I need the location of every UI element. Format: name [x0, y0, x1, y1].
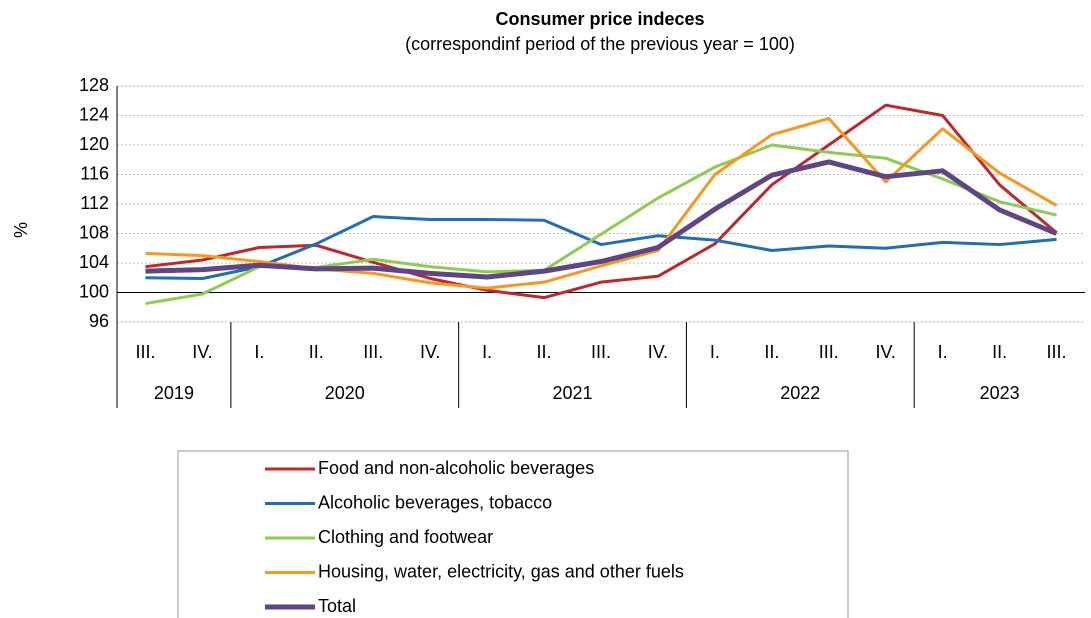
chart-title: Consumer price indeces [495, 9, 704, 29]
x-tick-label: III. [591, 342, 611, 362]
legend-label: Alcoholic beverages, tobacco [318, 492, 552, 512]
y-tick-label: 108 [79, 222, 109, 242]
x-tick-label: IV. [420, 342, 440, 362]
y-tick-label: 104 [79, 252, 109, 272]
y-axis-label: % [11, 222, 31, 238]
x-tick-label: I. [254, 342, 264, 362]
x-tick-label: III. [363, 342, 383, 362]
legend-box [177, 450, 849, 618]
series-line [145, 215, 1057, 280]
x-tick-label: III. [819, 342, 839, 362]
x-tick-label: IV. [192, 342, 212, 362]
y-tick-label: 120 [79, 134, 109, 154]
x-tick-label: II. [992, 342, 1007, 362]
x-tick-label: III. [135, 342, 155, 362]
x-tick-label: IV. [648, 342, 668, 362]
series-line [145, 143, 1057, 306]
x-tick-label: II. [764, 342, 779, 362]
legend-label: Housing, water, electricity, gas and oth… [318, 561, 684, 581]
x-group-label: 2023 [980, 383, 1020, 403]
chart-subtitle: (correspondinf period of the previous ye… [405, 34, 795, 54]
legend-label: Food and non-alcoholic beverages [318, 458, 594, 478]
x-group-label: 2021 [553, 383, 593, 403]
x-tick-label: II. [537, 342, 552, 362]
y-tick-label: 124 [79, 104, 109, 124]
x-tick-label: IV. [876, 342, 896, 362]
series-line [145, 103, 1058, 300]
y-tick-label: 128 [79, 75, 109, 95]
y-tick-label: 96 [89, 311, 109, 331]
x-group-label: 2022 [780, 383, 820, 403]
x-tick-label: I. [710, 342, 720, 362]
x-group-label: 2019 [154, 383, 194, 403]
series-line [145, 159, 1058, 280]
x-tick-label: I. [938, 342, 948, 362]
legend-label: Total [318, 596, 356, 616]
x-tick-label: II. [309, 342, 324, 362]
x-tick-label: I. [482, 342, 492, 362]
y-tick-label: 112 [80, 193, 109, 213]
x-tick-label: III. [1047, 342, 1067, 362]
y-tick-label: 100 [79, 281, 109, 301]
y-tick-label: 116 [80, 163, 109, 183]
legend-label: Clothing and footwear [318, 527, 493, 547]
x-group-label: 2020 [325, 383, 365, 403]
